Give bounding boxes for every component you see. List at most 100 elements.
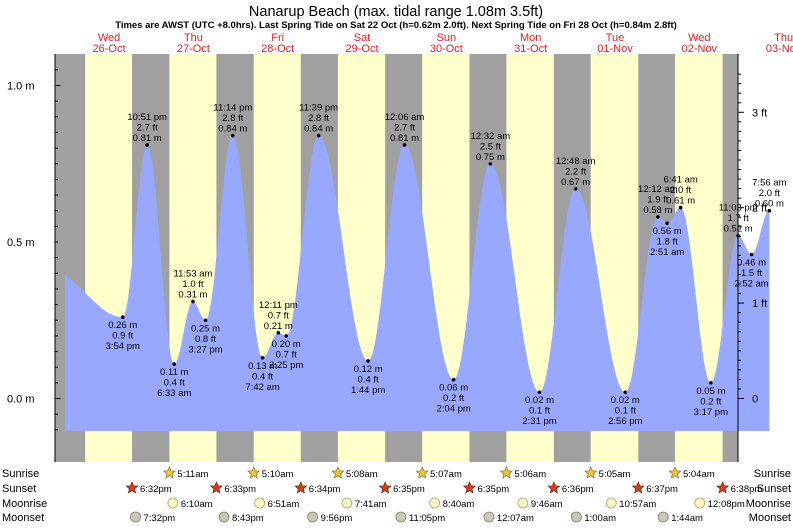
tide-label: 0.56 m (653, 226, 682, 237)
tide-label: 7:56 am (752, 178, 786, 189)
moonset-icon (218, 511, 230, 523)
day-headers: Wed26-OctThu27-OctFri28-OctSat29-OctSun3… (93, 32, 793, 55)
moonrise-time: 10:57am (619, 499, 656, 510)
tide-label: 0.81 m (390, 133, 419, 144)
moonrise-icon (605, 497, 617, 509)
sunset-icon (631, 481, 645, 494)
tide-label: 0.7 ft (268, 310, 289, 321)
sunrise-icon (247, 466, 261, 479)
tide-label: 1.7 ft (728, 213, 749, 224)
moonset-time: 12:07am (497, 513, 534, 524)
tide-label: 2.0 ft (670, 185, 691, 196)
sunset-icon (209, 481, 223, 494)
tide-label: 0.26 m (108, 320, 137, 331)
tide-label: 2:51 am (650, 247, 684, 258)
tide-point (284, 334, 289, 338)
sunrise-icon (331, 466, 345, 479)
day-date: 31-Oct (514, 43, 547, 55)
chart-title: Nanarup Beach (max. tidal range 1.08m 3.… (249, 4, 543, 20)
tide-point (665, 221, 669, 226)
tide-point (749, 252, 754, 257)
ft-tick-label: 1 ft (752, 298, 767, 310)
chart-subtitle: Times are AWST (UTC +8.0hrs). Last Sprin… (115, 20, 677, 31)
tide-label: 2:04 pm (436, 404, 470, 415)
tide-label: 12:12 am (638, 184, 678, 195)
moonrise-time: 6:51am (268, 499, 300, 510)
moonrise-time: 7:41am (355, 499, 387, 510)
moonset-time: 1:00am (584, 513, 616, 524)
moonset-icon (395, 511, 407, 523)
moonrise-icon (694, 497, 706, 509)
tide-label: 0.84 m (218, 124, 247, 135)
moonset-icon (657, 511, 669, 523)
row-label-left: Moonrise (2, 498, 47, 510)
row-label-right: Moonset (749, 512, 791, 524)
row-label-left: Sunset (2, 483, 36, 495)
sunset-time: 6:32pm (140, 484, 172, 495)
moonrise-time: 12:08pm (708, 499, 745, 510)
tide-label: 0.8 ft (195, 334, 216, 345)
tide-label: 2:31 pm (522, 416, 556, 427)
tide-label: 12:32 am (471, 131, 511, 142)
tide-point (736, 233, 740, 238)
tide-label: 1:44 pm (351, 385, 385, 396)
tide-label: 2.7 ft (137, 122, 158, 133)
moonrise-icon (254, 497, 266, 509)
tide-label: 0.25 m (191, 323, 220, 334)
sunset-time: 6:35pm (477, 484, 509, 495)
tide-label: 0.67 m (561, 177, 590, 188)
moonset-time: 7:32pm (144, 513, 176, 524)
row-label-right: Sunrise (754, 468, 791, 480)
tide-label: 0.2 ft (700, 396, 721, 407)
moonrise-time: 6:10am (181, 499, 213, 510)
tide-point (231, 133, 235, 138)
ft-tick-label: 2 ft (752, 203, 767, 215)
astro-rows: Sunrise Sunrise 5:11am 5:10am 5:08am 5:07am 5:… (2, 466, 791, 524)
tide-point (451, 377, 456, 382)
moonset-time: 1:44am (671, 513, 703, 524)
tide-label: 11:53 am (174, 268, 213, 279)
tide-label: 2:52 am (734, 279, 768, 290)
sunrise-icon (668, 466, 682, 479)
tide-label: 7:42 am (245, 382, 279, 393)
day-name: Sun (437, 32, 457, 44)
tide-label: 12:06 am (385, 112, 425, 123)
tide-label: 11:03 pm (719, 203, 758, 214)
sunrise-icon (499, 466, 513, 479)
sunset-time: 6:37pm (646, 484, 678, 495)
tide-label: 0.4 ft (358, 374, 379, 385)
day-date: 02-Nov (682, 43, 718, 55)
ft-tick-label: 3 ft (752, 107, 767, 119)
tide-label: 11:14 pm (213, 103, 252, 114)
tide-label: 3:27 pm (188, 344, 222, 355)
tide-label: 0.52 m (724, 224, 753, 235)
row-label-left: Moonset (2, 512, 44, 524)
tide-label: 2:25 pm (269, 360, 303, 371)
tide-point (145, 143, 149, 147)
tide-point (402, 143, 407, 147)
moonset-icon (307, 511, 318, 523)
tide-point (678, 205, 683, 210)
tide-label: 2:56 pm (608, 416, 642, 427)
day-name: Mon (520, 32, 541, 44)
day-name: Sat (354, 32, 371, 44)
tide-area (65, 135, 770, 431)
sunrise-time: 5:08am (346, 469, 378, 480)
sunrise-time: 5:07am (430, 469, 462, 480)
moonrise-icon (429, 497, 441, 509)
m-tick-label: 0.0 m (7, 394, 35, 406)
tide-label: 0.31 m (178, 289, 207, 300)
sunrise-time: 5:05am (599, 469, 631, 480)
day-date: 28-Oct (261, 43, 294, 55)
moonset-icon (130, 511, 141, 523)
sunset-icon (294, 481, 308, 494)
sunset-icon (716, 481, 730, 494)
tide-label: 3:54 pm (106, 341, 140, 352)
tide-label: 0.1 ft (615, 406, 636, 417)
sunrise-time: 5:06am (514, 469, 546, 480)
moonset-icon (483, 511, 495, 523)
moonrise-time: 8:40am (443, 499, 475, 510)
tide-point (767, 208, 772, 213)
tide-label: 0.61 m (666, 196, 695, 207)
m-tick-label: 1.0 m (7, 81, 35, 93)
